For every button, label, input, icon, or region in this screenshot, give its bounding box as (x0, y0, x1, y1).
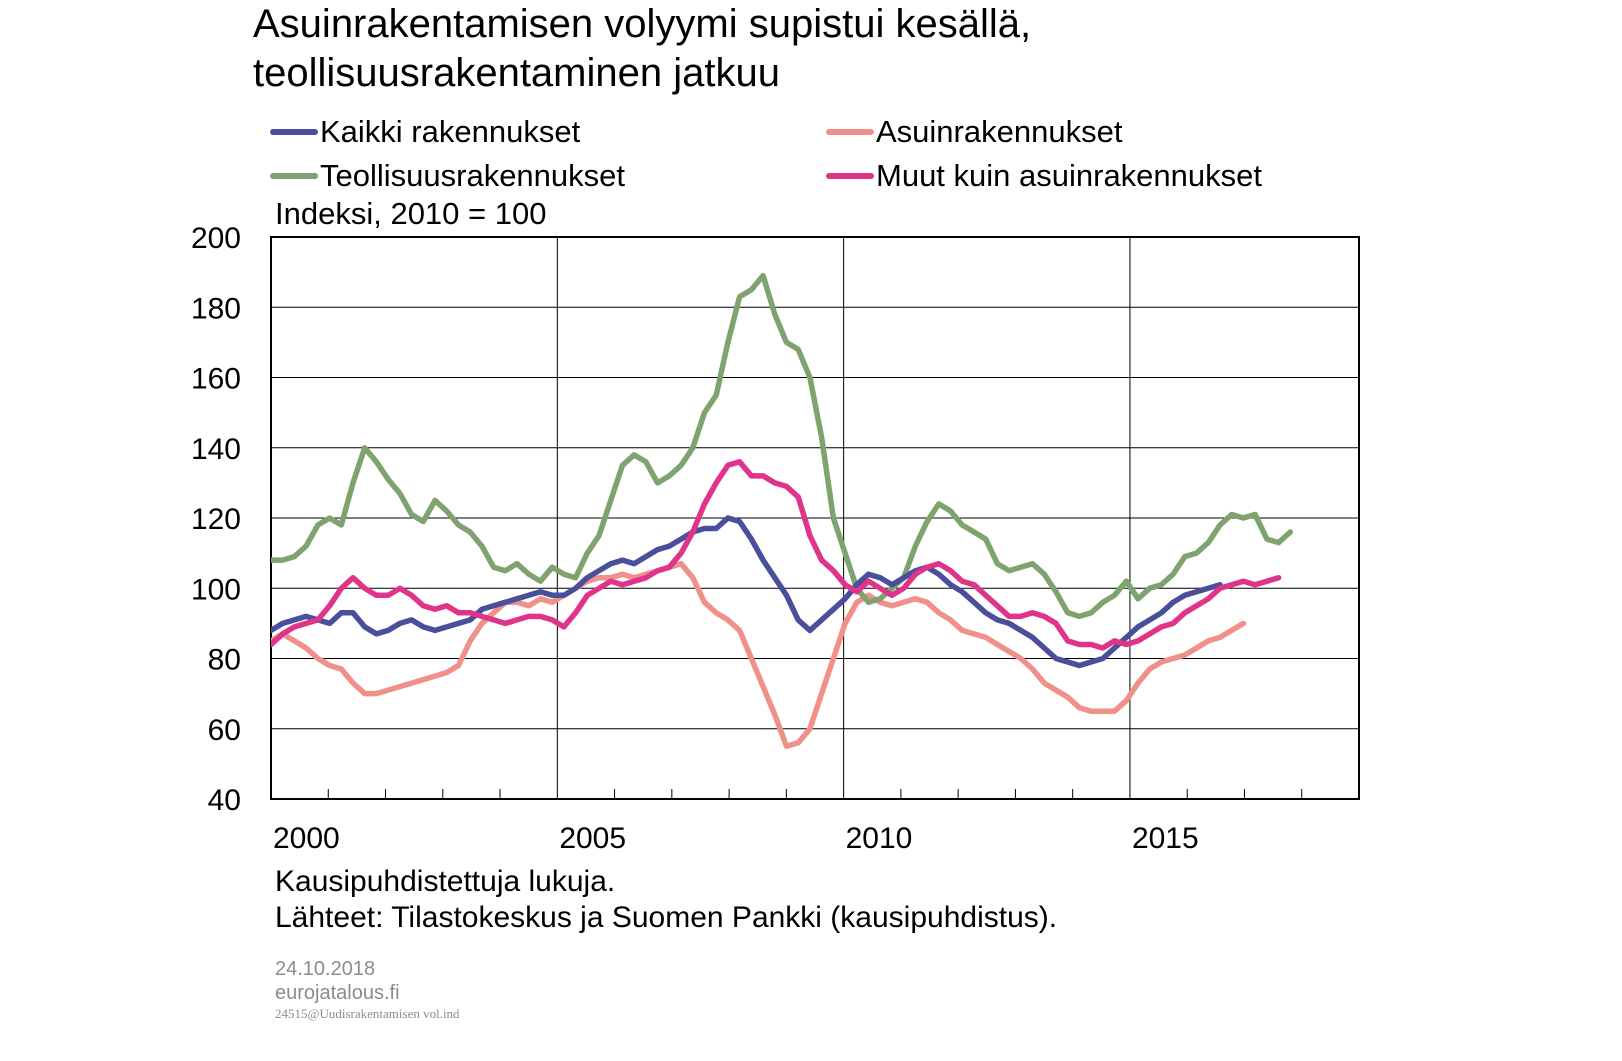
y-tick-label-120: 120 (191, 503, 241, 536)
legend-label-muut: Muut kuin asuinrakennukset (876, 158, 1263, 193)
y-tick-label-40: 40 (208, 784, 241, 817)
legend-item-muut: Muut kuin asuinrakennukset (826, 158, 1262, 194)
legend-label-teollisuus: Teollisuusrakennukset (320, 158, 626, 193)
x-tick-label-2000: 2000 (273, 822, 340, 855)
legend-item-teollisuus: Teollisuusrakennukset (270, 158, 625, 194)
legend-swatch-kaikki (270, 129, 318, 135)
y-tick-label-80: 80 (208, 644, 241, 677)
y-unit-label: Indeksi, 2010 = 100 (275, 196, 547, 231)
note-seasonal: Kausipuhdistettuja lukuja. (275, 865, 616, 898)
chart-title-line-2: teollisuusrakentaminen jatkuu (253, 51, 780, 95)
series-line-teollisuusrakennukset (271, 272, 1294, 620)
legend-item-asuin: Asuinrakennukset (826, 114, 1122, 150)
legend-swatch-asuin (826, 129, 874, 135)
series-line-kaikki-rakennukset (271, 515, 1223, 669)
x-tick-label-2010: 2010 (846, 822, 913, 855)
footer-date: 24.10.2018 (275, 958, 376, 980)
y-tick-label-60: 60 (208, 714, 241, 747)
x-tick-label-2015: 2015 (1132, 822, 1199, 855)
plot-frame (270, 236, 1360, 800)
footer-site: eurojatalous.fi (275, 982, 400, 1004)
note-sources: Lähteet: Tilastokeskus ja Suomen Pankki … (275, 901, 1058, 934)
y-tick-label-100: 100 (191, 573, 241, 606)
y-tick-label-200: 200 (191, 222, 241, 255)
chart-title-line-1: Asuinrakentamisen volyymi supistui kesäl… (253, 2, 1032, 46)
y-tick-label-180: 180 (191, 292, 241, 325)
legend-label-asuin: Asuinrakennukset (876, 114, 1123, 149)
line-chart: 40 60 80 100 120 140 160 180 200 2000 2005 2010 2015 (191, 222, 1360, 855)
y-tick-label-140: 140 (191, 433, 241, 466)
x-tick-label-2005: 2005 (559, 822, 626, 855)
y-tick-label-160: 160 (191, 363, 241, 396)
chart-title: Asuinrakentamisen volyymi supistui kesäl… (253, 0, 1031, 98)
series-line-muut-kuin-asuinrakennukset (271, 459, 1282, 651)
series-line-asuinrakennukset (271, 560, 1247, 750)
legend-label-kaikki: Kaikki rakennukset (320, 114, 581, 149)
legend-item-kaikki: Kaikki rakennukset (270, 114, 580, 150)
legend-swatch-muut (826, 173, 874, 179)
legend-swatch-teollisuus (270, 173, 318, 179)
footer-file: 24515@Uudisrakentamisen vol.ind (275, 1006, 460, 1021)
